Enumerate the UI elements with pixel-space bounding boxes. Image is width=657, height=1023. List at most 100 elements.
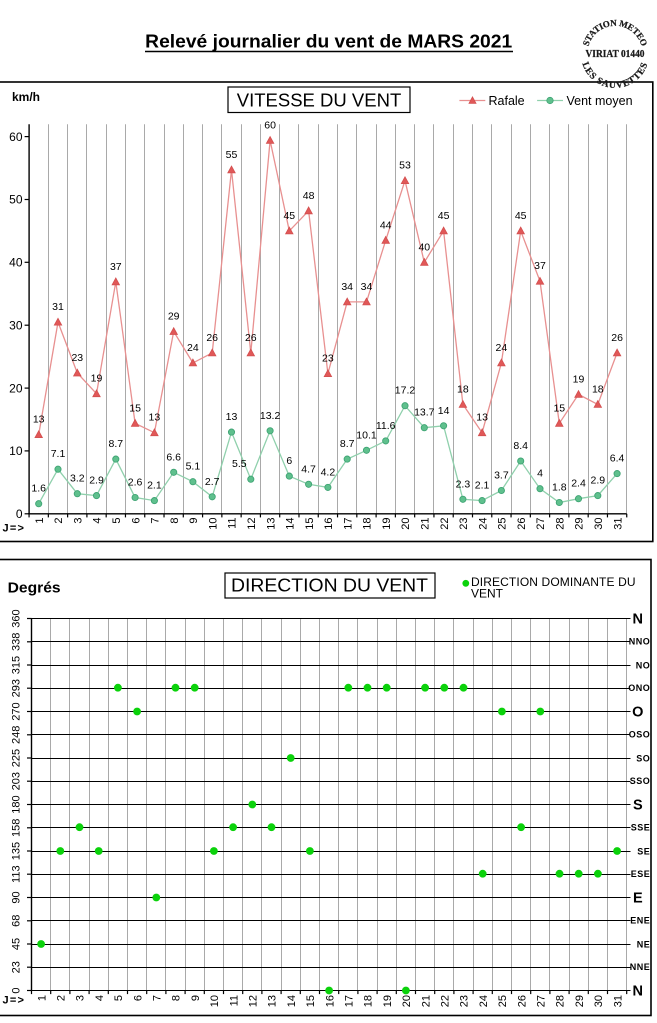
svg-text:45: 45: [11, 938, 23, 950]
svg-text:4.2: 4.2: [321, 466, 336, 478]
svg-text:2.9: 2.9: [89, 475, 104, 487]
svg-text:360: 360: [11, 609, 23, 627]
svg-text:SO: SO: [636, 753, 650, 763]
svg-text:23: 23: [322, 353, 334, 365]
svg-text:26: 26: [611, 332, 623, 344]
svg-text:17: 17: [342, 518, 354, 530]
svg-text:6: 6: [286, 455, 292, 467]
svg-text:60: 60: [9, 130, 23, 144]
svg-text:9: 9: [190, 995, 202, 1001]
svg-text:40: 40: [9, 256, 23, 270]
svg-text:338: 338: [11, 633, 23, 651]
svg-text:225: 225: [11, 749, 23, 767]
svg-text:45: 45: [438, 210, 450, 222]
svg-text:2: 2: [56, 995, 68, 1001]
svg-text:55: 55: [226, 149, 238, 161]
svg-text:30: 30: [593, 518, 605, 530]
svg-text:1.6: 1.6: [31, 483, 46, 495]
svg-text:20: 20: [400, 518, 412, 530]
svg-text:2.9: 2.9: [590, 475, 605, 487]
svg-text:29: 29: [168, 311, 180, 323]
svg-text:SSO: SSO: [630, 776, 651, 786]
svg-text:37: 37: [110, 261, 122, 273]
svg-text:13.2: 13.2: [260, 410, 281, 422]
svg-text:28: 28: [555, 995, 567, 1007]
svg-text:2.1: 2.1: [475, 480, 490, 492]
svg-text:2.6: 2.6: [128, 477, 143, 489]
svg-text:248: 248: [11, 726, 23, 744]
svg-text:158: 158: [11, 819, 23, 837]
svg-text:0: 0: [11, 987, 23, 993]
svg-text:37: 37: [534, 260, 546, 272]
svg-text:15: 15: [305, 995, 317, 1007]
svg-text:5: 5: [113, 995, 125, 1001]
svg-text:3: 3: [73, 518, 85, 524]
svg-text:6: 6: [132, 995, 144, 1001]
svg-text:13: 13: [476, 412, 488, 424]
svg-text:1.8: 1.8: [552, 482, 567, 494]
svg-text:20: 20: [401, 995, 413, 1007]
svg-text:48: 48: [303, 190, 315, 202]
svg-text:31: 31: [612, 995, 624, 1007]
svg-text:60: 60: [264, 119, 276, 131]
svg-text:13: 13: [265, 518, 277, 530]
svg-text:53: 53: [399, 160, 411, 172]
svg-text:4: 4: [92, 518, 104, 524]
svg-text:19: 19: [382, 995, 394, 1007]
svg-text:18: 18: [457, 383, 469, 395]
svg-text:90: 90: [11, 891, 23, 903]
svg-text:23: 23: [11, 961, 23, 973]
svg-text:31: 31: [612, 518, 624, 530]
svg-text:8.7: 8.7: [340, 438, 355, 450]
svg-text:km/h: km/h: [12, 90, 40, 104]
svg-text:16: 16: [323, 518, 335, 530]
svg-text:315: 315: [11, 656, 23, 674]
svg-text:4: 4: [94, 995, 106, 1001]
svg-text:OSO: OSO: [629, 730, 651, 740]
svg-text:2.4: 2.4: [571, 478, 586, 490]
svg-text:45: 45: [283, 210, 295, 222]
svg-text:21: 21: [420, 518, 432, 530]
svg-text:2: 2: [53, 518, 65, 524]
svg-text:13: 13: [149, 412, 161, 424]
svg-text:23: 23: [458, 518, 470, 530]
svg-text:7: 7: [150, 518, 162, 524]
svg-text:Vent moyen: Vent moyen: [567, 94, 633, 108]
svg-text:45: 45: [515, 210, 527, 222]
svg-text:15: 15: [553, 402, 565, 414]
svg-text:1: 1: [36, 995, 48, 1001]
svg-text:18: 18: [592, 383, 604, 395]
svg-text:Rafale: Rafale: [489, 94, 525, 108]
svg-text:13.7: 13.7: [414, 407, 435, 419]
svg-text:E: E: [633, 891, 643, 907]
svg-text:29: 29: [574, 995, 586, 1007]
svg-text:203: 203: [11, 772, 23, 790]
svg-text:31: 31: [52, 301, 64, 313]
svg-text:19: 19: [381, 518, 393, 530]
svg-text:24: 24: [477, 518, 489, 530]
svg-text:23: 23: [459, 995, 471, 1007]
svg-text:16: 16: [324, 995, 336, 1007]
svg-text:270: 270: [11, 702, 23, 720]
svg-text:15: 15: [129, 402, 141, 414]
svg-text:19: 19: [91, 373, 103, 385]
svg-text:26: 26: [206, 332, 218, 344]
svg-text:24: 24: [187, 342, 199, 354]
svg-text:DIRECTION DU VENT: DIRECTION DU VENT: [231, 576, 428, 596]
svg-text:14: 14: [285, 518, 297, 530]
svg-text:6.6: 6.6: [166, 451, 181, 463]
svg-text:44: 44: [380, 219, 392, 231]
svg-text:14: 14: [438, 405, 450, 417]
svg-text:25: 25: [497, 518, 509, 530]
svg-text:NO: NO: [636, 660, 651, 670]
svg-text:ENE: ENE: [630, 916, 650, 926]
svg-text:8.4: 8.4: [513, 440, 528, 452]
svg-text:22: 22: [439, 518, 451, 530]
svg-text:VENT: VENT: [471, 587, 504, 601]
svg-text:22: 22: [440, 995, 452, 1007]
svg-text:26: 26: [516, 518, 528, 530]
svg-text:113: 113: [11, 865, 23, 883]
svg-text:5.1: 5.1: [186, 461, 201, 473]
svg-text:5: 5: [111, 518, 123, 524]
svg-text:6: 6: [130, 518, 142, 524]
